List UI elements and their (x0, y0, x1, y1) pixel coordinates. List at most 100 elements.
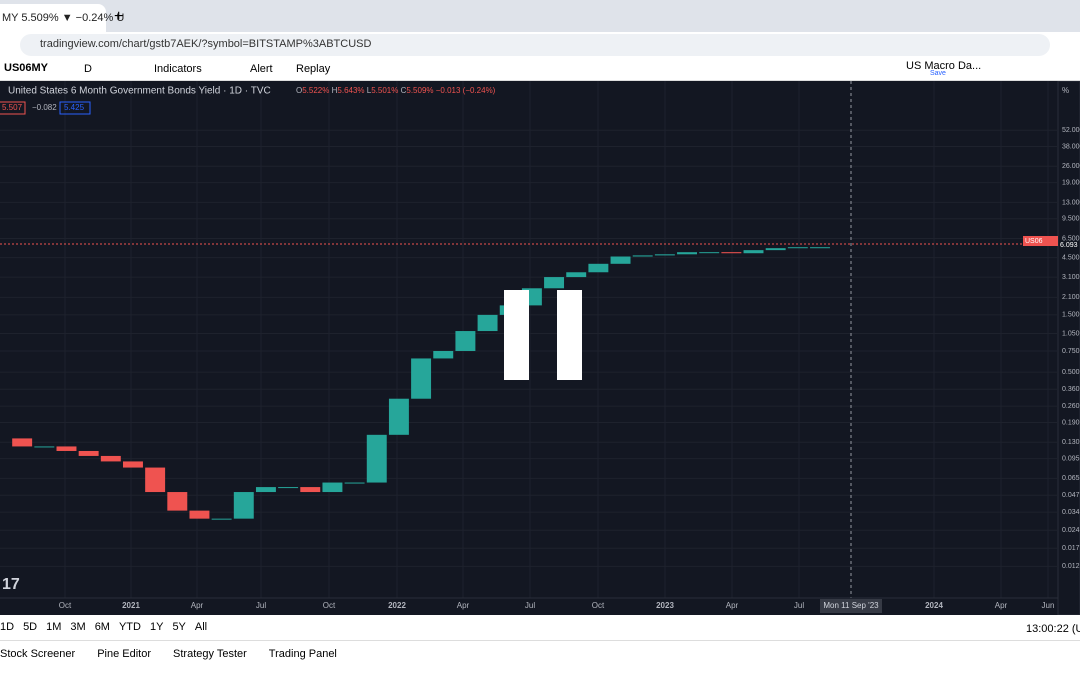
panel-tab[interactable]: Stock Screener (0, 648, 76, 660)
y-tick-label: 4.500 (1062, 255, 1080, 262)
candle (388, 398, 409, 435)
price-tag-value: 6.093 (1060, 242, 1078, 249)
range-button[interactable]: 1Y (149, 621, 164, 633)
y-tick-label: 1.050 (1062, 330, 1080, 337)
new-tab[interactable]: + (114, 8, 124, 25)
range-button[interactable]: YTD (118, 621, 141, 633)
panel-tab[interactable]: Strategy Tester (173, 648, 247, 660)
candle (366, 434, 387, 483)
range-button[interactable]: 1D (0, 621, 15, 633)
candle (278, 487, 299, 489)
candle (455, 331, 476, 351)
watermark: 17 (2, 576, 20, 593)
crosshair-date: Mon 11 Sep '23 (823, 601, 879, 610)
alert[interactable]: Alert (250, 63, 273, 75)
y-tick-label: 26.000 (1062, 163, 1080, 170)
y-tick-label: 0.047 (1062, 492, 1080, 499)
candle (588, 263, 609, 273)
y-tick-label: 52.000 (1062, 127, 1080, 134)
layout-name[interactable]: US Macro Da... (906, 60, 982, 72)
y-tick-label: 13.000 (1062, 199, 1080, 206)
url: tradingview.com/chart/gstb7AEK/?symbol=B… (40, 38, 372, 50)
y-tick-label: 3.100 (1062, 274, 1080, 281)
panel-tab[interactable]: Pine Editor (97, 648, 152, 660)
range-button[interactable]: 5D (23, 621, 38, 633)
candle (211, 518, 232, 520)
candle (12, 438, 33, 447)
x-tick-label: Oct (323, 601, 336, 610)
candle (721, 252, 742, 254)
candle (699, 252, 720, 254)
pause-bar[interactable] (504, 290, 529, 380)
x-tick-label: Jul (256, 601, 266, 610)
candle (787, 247, 808, 249)
y-tick-label: 19.000 (1062, 179, 1080, 186)
y-tick-label: 0.360 (1062, 386, 1080, 393)
candle (610, 256, 631, 264)
y-tick-label: 0.034 (1062, 509, 1080, 516)
replay[interactable]: Replay (296, 63, 331, 75)
address-bar[interactable] (20, 34, 1050, 56)
unit: % (1062, 86, 1069, 95)
y-tick-label: 0.065 (1062, 475, 1080, 482)
x-tick-label: 2024 (925, 601, 943, 610)
spread: −0.082 (32, 103, 57, 112)
price-tag-symbol: US06 (1025, 238, 1043, 245)
y-tick-label: 1.500 (1062, 312, 1080, 319)
y-tick-label: 0.750 (1062, 348, 1080, 355)
tab[interactable] (0, 4, 106, 32)
ask-box (59, 101, 91, 115)
range-button[interactable]: All (194, 621, 208, 633)
candle (765, 248, 786, 251)
interval[interactable]: D (84, 63, 92, 75)
x-tick-label: Apr (191, 601, 204, 610)
tab-bar (0, 0, 1080, 32)
y-tick-label: 0.130 (1062, 439, 1080, 446)
candle (167, 492, 188, 511)
range-button[interactable]: 1M (46, 621, 62, 633)
symbol[interactable]: US06MY (4, 62, 49, 74)
candle (233, 492, 254, 519)
y-tick-label: 0.024 (1062, 527, 1080, 534)
candle (100, 455, 121, 462)
save[interactable]: Save (930, 70, 946, 77)
candle (300, 487, 321, 493)
candle (123, 461, 143, 468)
y-tick-label: 0.190 (1062, 419, 1080, 426)
bid-box (0, 101, 26, 115)
candle (566, 272, 587, 278)
candle (477, 314, 498, 332)
x-tick-label: 2022 (388, 601, 406, 610)
y-tick-label: 0.012 (1062, 563, 1080, 570)
chart-bg (0, 81, 1080, 615)
x-tick-label: Jun (1042, 601, 1055, 610)
candle (34, 446, 55, 448)
price-axis (1057, 81, 1080, 615)
candle (654, 254, 675, 256)
x-tick-label: Apr (995, 601, 1008, 610)
x-tick-label: Jul (525, 601, 535, 610)
x-tick-label: 2023 (656, 601, 674, 610)
pause-bar[interactable] (557, 290, 582, 380)
candle (145, 467, 166, 493)
candle (78, 450, 99, 456)
y-tick-label: 2.100 (1062, 294, 1080, 301)
candle (255, 487, 276, 493)
clock: 13:00:22 (UTC (1026, 623, 1080, 635)
x-tick-label: Jul (794, 601, 804, 610)
range-button[interactable]: 3M (70, 621, 86, 633)
range-bar: 1D 5D 1M 3M 6M YTD 1Y 5Y All (0, 621, 207, 637)
range-button[interactable]: 5Y (172, 621, 186, 633)
panel-bar (0, 640, 1080, 667)
candle (677, 252, 697, 255)
candle (544, 277, 565, 289)
candle (810, 247, 830, 249)
indicators[interactable]: Indicators (154, 63, 202, 75)
x-tick-label: 2021 (122, 601, 140, 610)
panel-tab[interactable]: Trading Panel (268, 648, 337, 660)
crosshair-date-box (820, 599, 882, 613)
range-button[interactable]: 6M (94, 621, 110, 633)
x-tick-label: Apr (457, 601, 470, 610)
y-tick-label: 0.017 (1062, 545, 1080, 552)
